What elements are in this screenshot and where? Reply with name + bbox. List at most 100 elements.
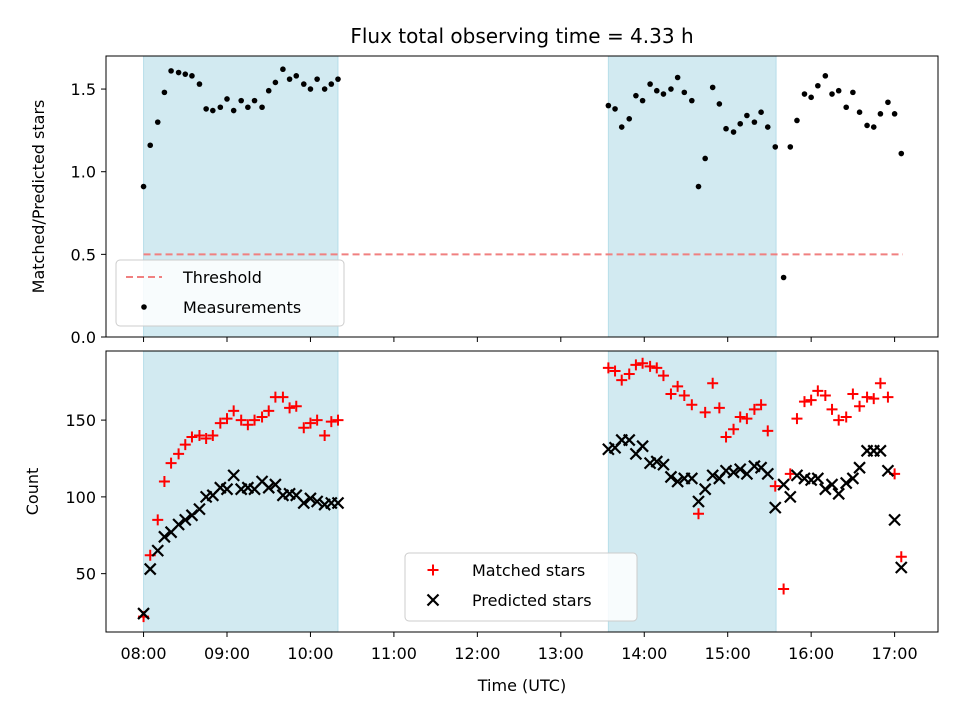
data-point [819,390,831,402]
data-point [665,388,677,400]
data-point [891,111,898,117]
x-tick-label: 14:00 [621,644,667,663]
data-point [224,96,230,102]
data-point [230,107,237,114]
y-tick-label: 0.5 [71,245,96,264]
data-point [702,155,708,162]
data-point [895,561,908,574]
data-point [332,414,344,426]
data-point [780,274,787,281]
data-point [768,501,782,514]
data-point [681,89,688,96]
data-point [179,439,191,451]
legend-label: Measurements [183,298,301,317]
data-point [298,422,310,434]
data-point [147,142,154,149]
data-point [242,419,254,431]
data-point [755,399,767,411]
legend-label: Predicted stars [472,591,592,610]
data-point [713,402,725,414]
data-point [761,467,775,481]
data-point [764,124,771,130]
plot-frame [105,55,939,338]
data-point [720,431,732,443]
data-point [805,394,817,406]
data-point [263,405,275,417]
data-point [650,455,664,468]
data-point [300,81,307,87]
series-matched-stars [138,357,907,623]
data-point [657,458,670,471]
data-point [293,73,300,79]
data-point [210,107,216,114]
chart-title: Flux total observing time = 4.33 h [350,24,693,48]
y-tick-label: 0.0 [71,328,96,347]
y-tick-label: 1.5 [71,80,96,99]
data-point [787,144,794,150]
data-point [193,502,206,516]
data-point [636,439,649,453]
data-point [854,400,866,412]
data-point [249,414,261,426]
data-point [709,84,716,91]
data-point [653,87,660,94]
data-point [847,388,859,400]
data-point [140,183,147,190]
data-point [733,462,747,476]
data-point [217,104,224,111]
data-point [328,81,335,87]
data-point [173,448,185,460]
data-point [618,124,625,130]
data-point [698,482,712,496]
data-point [815,82,821,89]
data-point [741,413,753,425]
data-point [227,469,240,482]
data-point [259,104,265,111]
data-point [644,360,656,372]
data-point [686,399,698,411]
data-point [812,385,824,397]
data-point [772,144,779,150]
data-point [861,391,873,403]
data-point [325,416,337,428]
data-point [778,583,790,595]
data-point [207,429,219,441]
data-point [716,101,723,107]
data-point [179,513,192,527]
x-tick-label: 15:00 [705,644,751,663]
data-point [723,125,729,132]
data-point [819,482,832,496]
data-point [727,466,740,479]
data-point [637,357,649,369]
data-point [626,116,633,122]
data-point [647,81,653,87]
data-point [660,91,667,97]
data-point [245,104,251,111]
data-point [602,362,614,374]
x-axis-label: Time (UTC) [477,676,566,695]
data-point [251,97,258,104]
data-point [671,475,684,488]
data-point [840,411,852,423]
data-point [822,73,829,79]
data-point [172,518,185,531]
data-point [826,403,838,415]
data-point [158,530,171,544]
data-point [314,76,320,82]
x-tick-label: 11:00 [371,644,417,663]
data-point [165,457,177,469]
data-point [868,393,880,405]
data-point [203,106,209,112]
data-point [143,562,157,576]
data-point [853,461,866,474]
x-tick-label: 10:00 [287,644,333,663]
data-point [228,405,240,417]
data-point [798,396,810,408]
data-point [158,476,170,488]
data-point [657,370,669,382]
legend-marker [141,304,147,310]
data-point [734,411,746,423]
data-point [189,73,195,79]
data-point [319,429,331,441]
